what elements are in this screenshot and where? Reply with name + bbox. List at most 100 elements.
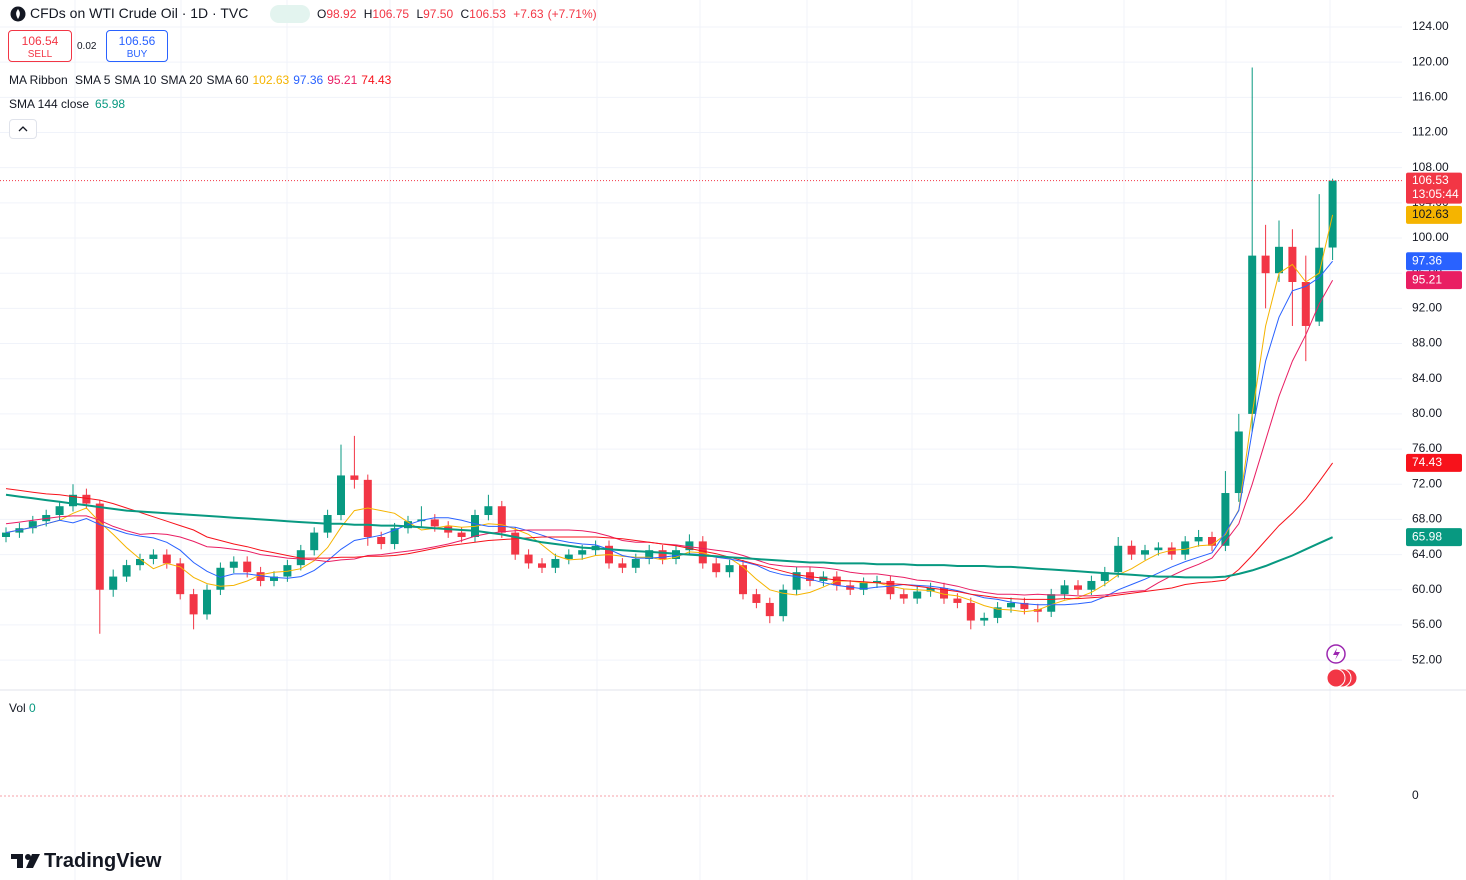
- volume-label: Vol: [9, 701, 26, 715]
- candle-body: [524, 554, 533, 564]
- candle-body: [538, 563, 546, 568]
- series-last-value-box: [1406, 252, 1462, 271]
- candle-body: [484, 506, 493, 516]
- candle-body: [1208, 536, 1216, 546]
- candle-body: [966, 602, 975, 621]
- candle-body: [1141, 550, 1149, 555]
- y-tick-label: 60.00: [1412, 582, 1442, 596]
- candle-body: [752, 594, 761, 603]
- high-label: H: [363, 7, 373, 21]
- buy-price: 106.56: [118, 34, 156, 48]
- low-value: 97.50: [423, 7, 454, 21]
- series-last-value-box: [1406, 528, 1462, 547]
- high-value: 106.75: [372, 7, 410, 21]
- candle-body: [564, 554, 573, 559]
- candle-body: [926, 587, 935, 592]
- y-tick-label: 124.00: [1412, 19, 1449, 33]
- y-tick-label: 56.00: [1412, 617, 1442, 631]
- candle-body: [256, 572, 265, 581]
- candle-body: [229, 561, 238, 568]
- candle-body: [82, 494, 91, 504]
- series-last-value-box: [1406, 453, 1462, 472]
- candle-body: [337, 475, 345, 516]
- economic-event-icon: [1326, 668, 1346, 688]
- candle-body: [69, 494, 77, 507]
- series-last-value-box: [1406, 271, 1462, 290]
- candle-body: [1127, 545, 1136, 555]
- last-price-box: [1406, 172, 1462, 204]
- candle-body: [899, 594, 908, 599]
- candle-body: [430, 519, 439, 527]
- volume-legend: Vol 0: [9, 701, 36, 715]
- candle-body: [685, 541, 694, 551]
- candle-body: [149, 554, 158, 559]
- series-last-value: 95.21: [1412, 272, 1442, 286]
- volume-tick-label: 0: [1412, 788, 1419, 802]
- sell-button[interactable]: 106.54 SELL: [8, 30, 72, 62]
- candle-body: [243, 561, 252, 573]
- ribbon-label: MA Ribbon: [9, 73, 68, 87]
- y-tick-label: 112.00: [1412, 125, 1448, 139]
- candle-body: [1087, 580, 1096, 590]
- logo-icon: [11, 854, 40, 868]
- candle-body: [390, 528, 399, 545]
- candle-body: [940, 587, 948, 599]
- collapse-icon: [18, 126, 28, 132]
- candle-body: [1020, 602, 1029, 610]
- y-tick-label: 64.00: [1412, 547, 1442, 561]
- y-tick-label: 88.00: [1412, 336, 1442, 350]
- series-last-value-box: [1406, 205, 1462, 224]
- candle-body: [1328, 180, 1337, 248]
- candle-body: [1275, 246, 1283, 274]
- collapse-button[interactable]: [9, 119, 37, 139]
- low-label: L: [416, 7, 424, 21]
- candle-body: [162, 554, 171, 564]
- y-tick-label: 52.00: [1412, 652, 1442, 666]
- close-value: 106.53: [469, 7, 506, 21]
- volume-value: 0: [29, 701, 36, 715]
- candle-body: [1167, 547, 1176, 555]
- candle-body: [1047, 594, 1056, 612]
- status-badge[interactable]: [270, 5, 310, 23]
- y-tick-label: 108.00: [1412, 160, 1449, 174]
- candle-body: [1007, 602, 1015, 608]
- y-tick-label: 84.00: [1412, 371, 1442, 385]
- y-tick-label: 100.00: [1412, 230, 1449, 244]
- candle-body: [739, 565, 747, 595]
- series-last-value: 102.63: [1412, 207, 1449, 221]
- ribbon-series-name: SMA 10: [114, 73, 157, 87]
- sma144-legend: SMA 144 close 65.98: [9, 97, 125, 111]
- candle-body: [1114, 545, 1123, 573]
- candle-body: [953, 598, 962, 603]
- buy-label: BUY: [126, 49, 148, 60]
- ohlc-legend: O98.92 H106.75 L97.50 C106.53 +7.63 (+7.7…: [317, 7, 601, 21]
- last-price: 106.53: [1412, 173, 1449, 187]
- candle-body: [551, 558, 560, 568]
- candle-body: [122, 565, 131, 577]
- y-tick-label: 76.00: [1412, 441, 1442, 455]
- y-tick-label: 68.00: [1412, 512, 1442, 526]
- change-percent: (+7.71%): [547, 7, 597, 21]
- logo[interactable]: TradingView: [10, 850, 161, 873]
- candle-body: [109, 576, 118, 590]
- y-tick-label: 116.00: [1412, 90, 1448, 104]
- ribbon-series-name: SMA 60: [206, 73, 249, 87]
- candle-body: [873, 580, 881, 583]
- candle-body: [270, 576, 278, 581]
- buy-button[interactable]: 106.56 BUY: [106, 30, 168, 62]
- candle-body: [1234, 431, 1243, 494]
- candle-body: [1074, 585, 1082, 590]
- spread: 0.02: [77, 41, 97, 52]
- ribbon-series-value: 97.36: [293, 73, 324, 87]
- ma-ribbon-legend: MA Ribbon SMA 5 SMA 10 SMA 20 SMA 60 102.63 9…: [9, 73, 395, 87]
- candle-body: [645, 550, 654, 559]
- open-value: 98.92: [326, 7, 357, 21]
- ribbon-series-value: 95.21: [327, 73, 358, 87]
- ma-line: [5, 260, 1333, 606]
- candle-body: [377, 536, 386, 545]
- symbol-icon: [10, 6, 26, 22]
- candle-body: [203, 589, 211, 615]
- sma144-name: SMA 144 close: [9, 97, 90, 111]
- ribbon-series-name: SMA 5: [75, 73, 111, 87]
